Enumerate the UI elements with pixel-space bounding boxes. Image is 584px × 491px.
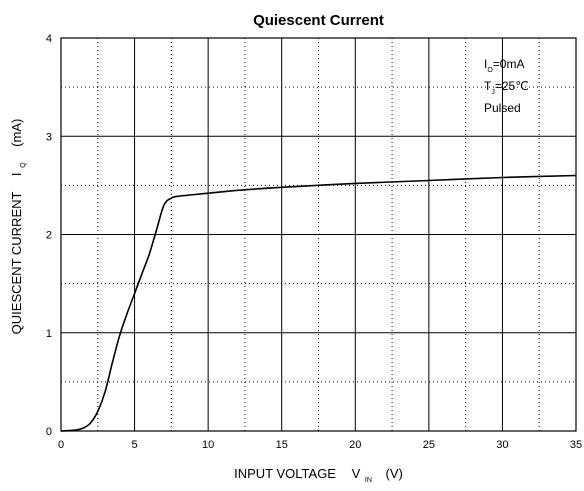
x-tick-label: 30 xyxy=(496,439,508,451)
x-tick-labels: 0 5 10 15 20 25 30 35 xyxy=(58,439,582,451)
quiescent-current-line xyxy=(60,174,577,432)
annotation-subscript: O xyxy=(487,67,493,74)
y-tick-label: 2 xyxy=(46,230,52,242)
y-axis-label-symbol: I xyxy=(9,173,24,177)
annotation-line: TJ=25℃ xyxy=(484,79,529,96)
y-axis-label: QUIESCENT CURRENT I Q (mA) xyxy=(9,119,28,335)
grid-major xyxy=(61,38,576,431)
annotation-text: =0mA xyxy=(493,57,525,71)
annotation-line: IO=0mA xyxy=(484,57,524,74)
annotation-symbol: T xyxy=(484,79,492,93)
x-axis-label-prefix: INPUT VOLTAGE xyxy=(234,466,336,481)
y-axis-label-prefix: QUIESCENT CURRENT xyxy=(9,192,24,335)
chart-title: Quiescent Current xyxy=(253,12,384,29)
y-tick-label: 4 xyxy=(46,33,52,45)
x-tick-label: 15 xyxy=(276,439,288,451)
y-tick-label: 1 xyxy=(46,328,52,340)
annotation-line: Pulsed xyxy=(484,101,521,115)
x-tick-label: 20 xyxy=(349,439,361,451)
x-tick-label: 35 xyxy=(570,439,582,451)
y-tick-label: 3 xyxy=(46,131,52,143)
annotation-text: Pulsed xyxy=(484,101,521,115)
annotation-subscript: J xyxy=(491,89,495,96)
x-tick-label: 5 xyxy=(132,439,138,451)
x-tick-label: 0 xyxy=(58,439,64,451)
x-tick-label: 25 xyxy=(423,439,435,451)
x-axis-label: INPUT VOLTAGE V IN (V) xyxy=(234,466,403,485)
x-tick-label: 10 xyxy=(202,439,214,451)
y-axis-label-subscript: Q xyxy=(20,162,27,168)
annotation-symbol: I xyxy=(484,57,487,71)
y-tick-labels: 0 1 2 3 4 xyxy=(46,33,52,438)
y-axis-label-unit: (mA) xyxy=(9,119,24,147)
y-tick-label: 0 xyxy=(46,426,52,438)
x-axis-label-subscript: IN xyxy=(365,477,372,484)
plot-frame xyxy=(60,37,577,432)
x-axis-label-unit: (V) xyxy=(386,466,403,481)
x-axis-label-symbol: V xyxy=(352,466,361,481)
annotation-text: =25℃ xyxy=(495,79,529,93)
